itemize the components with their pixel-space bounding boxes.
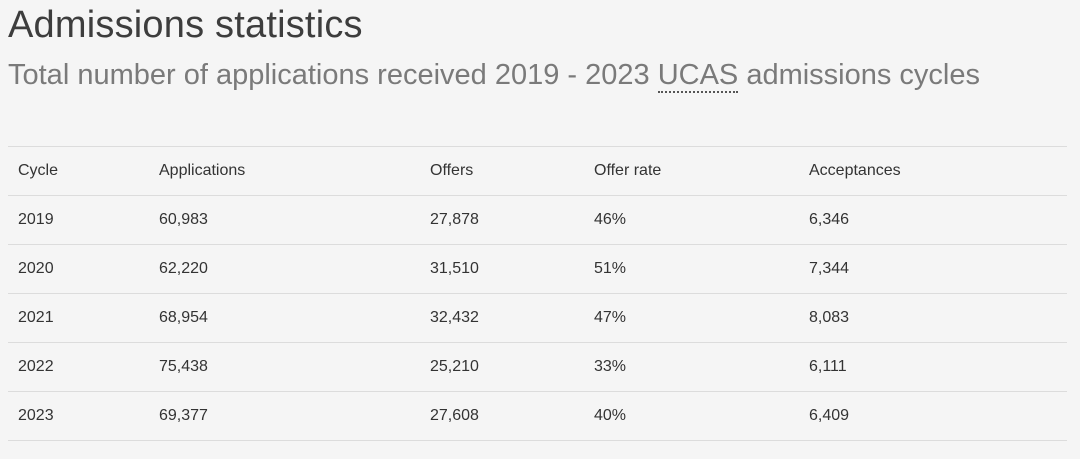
cycle-cell: 2023 [8, 391, 149, 441]
offers-cell: 27,608 [420, 391, 584, 441]
subtitle-text-start: Total number of applications received 20… [8, 59, 658, 91]
offer-rate-cell: 33% [584, 342, 799, 392]
acceptances-cell: 7,344 [799, 244, 1067, 294]
column-header-applications: Applications [149, 146, 420, 196]
offers-cell: 31,510 [420, 244, 584, 294]
table-row: 2023 69,377 27,608 40% 6,409 [8, 391, 1067, 441]
table-row: 2019 60,983 27,878 46% 6,346 [8, 195, 1067, 245]
column-header-offer-rate: Offer rate [584, 146, 799, 196]
offers-cell: 27,878 [420, 195, 584, 245]
applications-cell: 68,954 [149, 293, 420, 343]
table-row: 2022 75,438 25,210 33% 6,111 [8, 342, 1067, 392]
subtitle-text-end: admissions cycles [738, 59, 981, 91]
acceptances-cell: 6,111 [799, 342, 1067, 392]
acceptances-cell: 8,083 [799, 293, 1067, 343]
offer-rate-cell: 40% [584, 391, 799, 441]
offers-cell: 25,210 [420, 342, 584, 392]
cycle-cell: 2019 [8, 195, 149, 245]
offer-rate-cell: 46% [584, 195, 799, 245]
acceptances-cell: 6,346 [799, 195, 1067, 245]
offer-rate-cell: 51% [584, 244, 799, 294]
table-row: 2021 68,954 32,432 47% 8,083 [8, 293, 1067, 343]
applications-cell: 69,377 [149, 391, 420, 441]
column-header-acceptances: Acceptances [799, 146, 1067, 196]
column-header-offers: Offers [420, 146, 584, 196]
page-title: Admissions statistics [8, 4, 363, 46]
ucas-abbreviation[interactable]: UCAS [657, 59, 739, 93]
table-header-row: Cycle Applications Offers Offer rate Acc… [8, 146, 1067, 196]
acceptances-cell: 6,409 [799, 391, 1067, 441]
applications-cell: 75,438 [149, 342, 420, 392]
admissions-statistics-table: Cycle Applications Offers Offer rate Acc… [8, 146, 1067, 441]
table-row: 2020 62,220 31,510 51% 7,344 [8, 244, 1067, 294]
page-subtitle: Total number of applications received 20… [8, 56, 980, 94]
cycle-cell: 2022 [8, 342, 149, 392]
offer-rate-cell: 47% [584, 293, 799, 343]
offers-cell: 32,432 [420, 293, 584, 343]
cycle-cell: 2020 [8, 244, 149, 294]
column-header-cycle: Cycle [8, 146, 149, 196]
cycle-cell: 2021 [8, 293, 149, 343]
applications-cell: 62,220 [149, 244, 420, 294]
applications-cell: 60,983 [149, 195, 420, 245]
